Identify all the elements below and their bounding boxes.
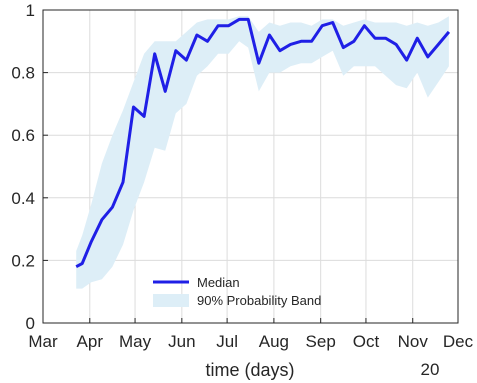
- median-line: [75, 17, 451, 269]
- y-tick-label: 0.8: [11, 64, 35, 83]
- y-tick-label: 0: [26, 314, 35, 333]
- probability-band: [76, 16, 449, 289]
- x-tick-label: Jun: [168, 332, 195, 351]
- x-tick-label: Apr: [77, 332, 104, 351]
- x-tick-label: Dec: [443, 332, 474, 351]
- x-tick-label: Nov: [398, 332, 429, 351]
- x-tick-label: Mar: [28, 332, 58, 351]
- y-tick-label: 0.6: [11, 126, 35, 145]
- y-tick-label: 0.4: [11, 189, 35, 208]
- x-tick-label: Sep: [306, 332, 336, 351]
- y-axis: 0 0.2 0.4 0.6 0.8 1: [11, 1, 48, 333]
- legend-median-label: Median: [197, 275, 240, 290]
- legend-band-label: 90% Probability Band: [197, 293, 321, 308]
- x-tick-label: Jul: [216, 332, 238, 351]
- y-tick-label: 0.2: [11, 251, 35, 270]
- x-tick-label: Oct: [353, 332, 380, 351]
- x-axis: Mar Apr May Jun Jul Aug Sep Oct Nov Dec: [28, 318, 474, 351]
- x-axis-label: time (days): [205, 360, 294, 380]
- legend-band-swatch: [153, 294, 189, 307]
- x-tick-label: May: [119, 332, 152, 351]
- y-tick-label: 1: [26, 1, 35, 20]
- plot-frame: [42, 9, 459, 324]
- legend: Median 90% Probability Band: [153, 275, 321, 308]
- x-tick-label: Aug: [259, 332, 289, 351]
- year-label: 20: [421, 360, 440, 379]
